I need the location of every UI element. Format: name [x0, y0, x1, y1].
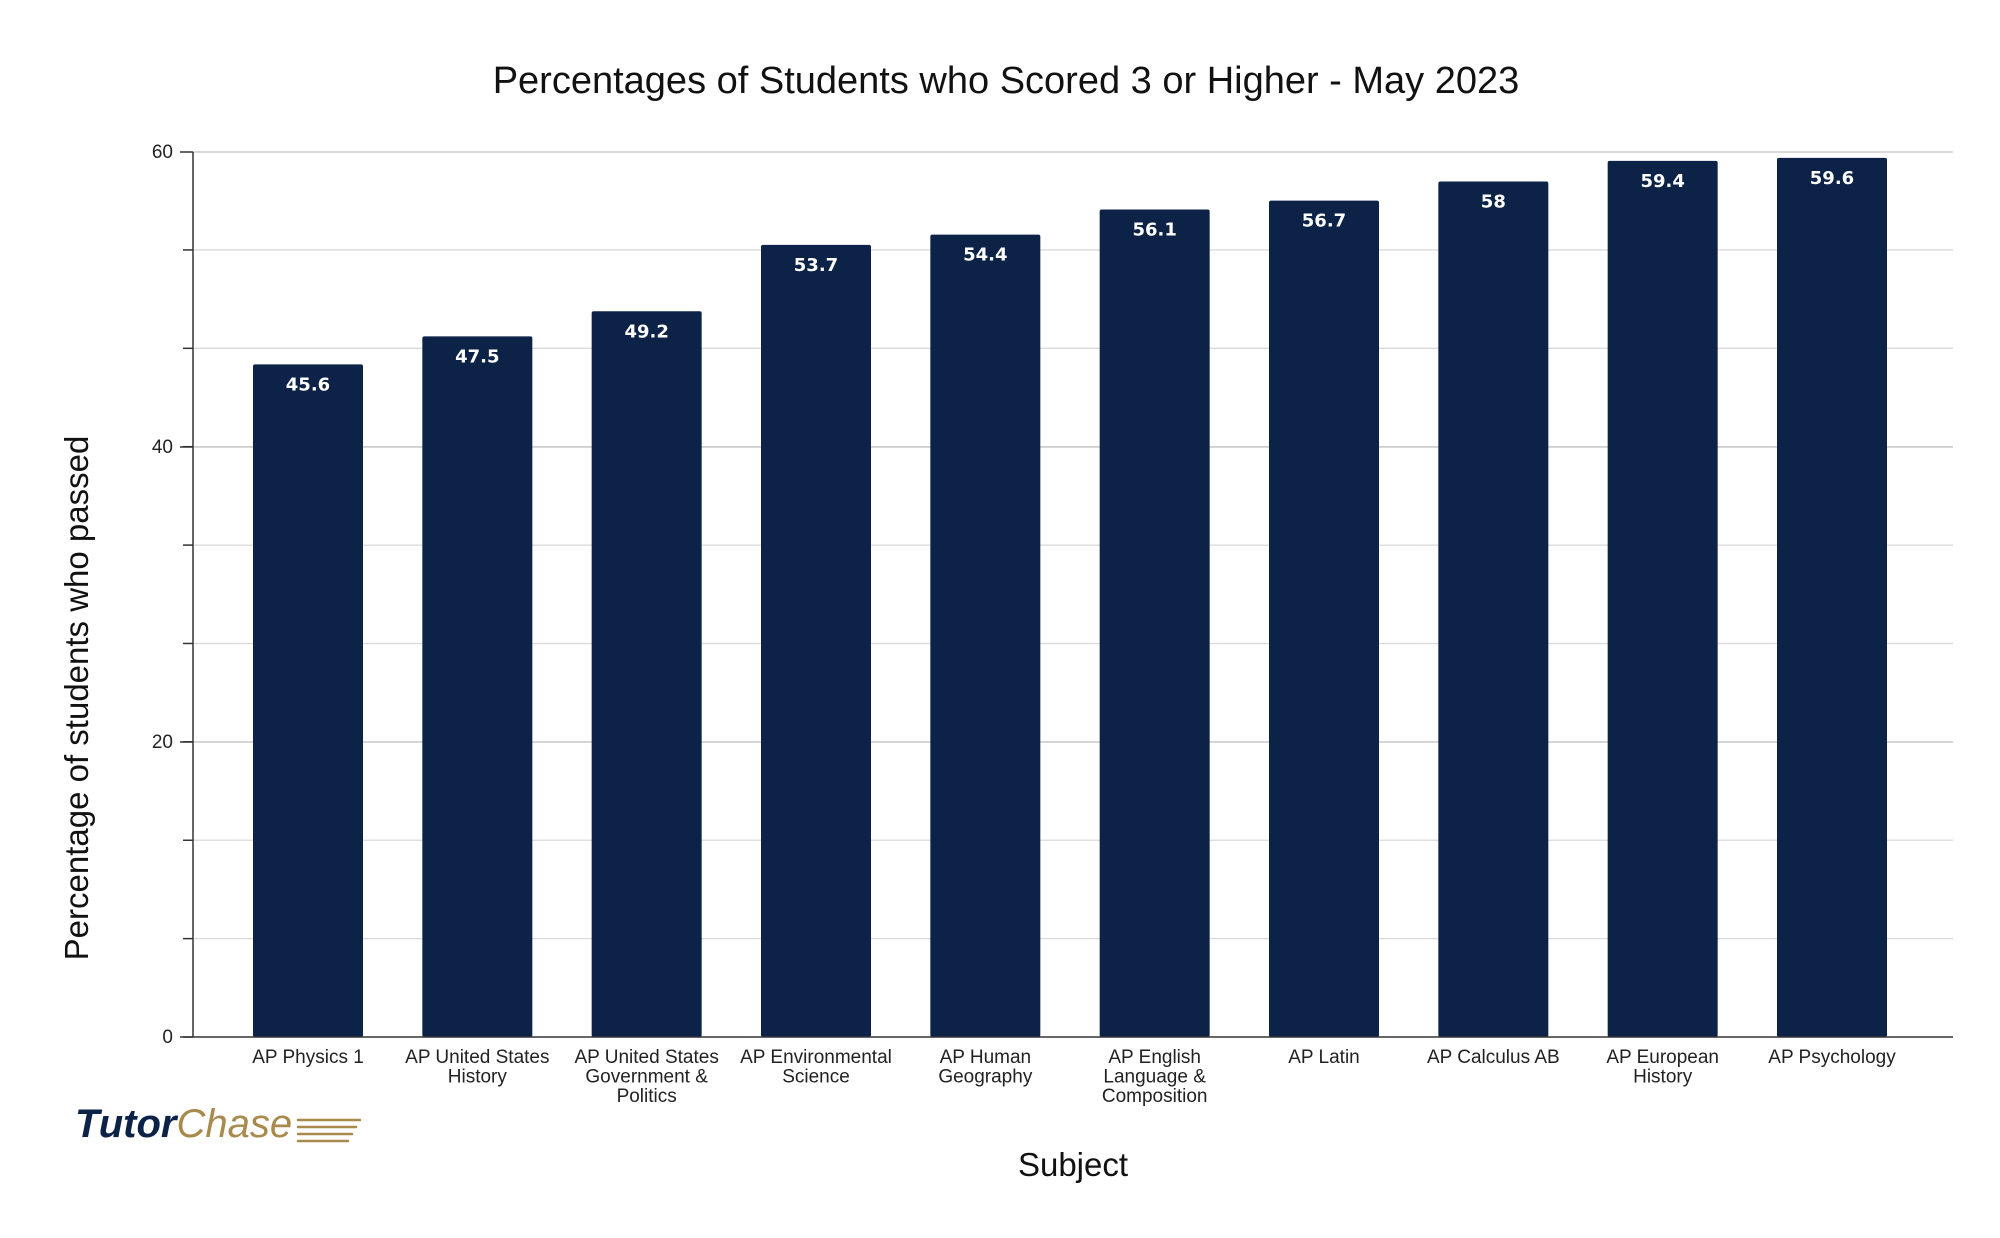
- bar-value-label: 45.6: [286, 374, 330, 395]
- bar-value-label: 47.5: [455, 346, 499, 367]
- bar: [422, 336, 533, 1037]
- bar-value-label: 49.2: [624, 321, 668, 342]
- logo-speed-lines-icon: [296, 1118, 362, 1143]
- x-tick-label: AP English Language & Composition: [1102, 1047, 1208, 1107]
- bar: [930, 234, 1041, 1038]
- bar-value-label: 58: [1481, 192, 1506, 213]
- y-tick-label: 0: [162, 1027, 173, 1048]
- x-tick-label: AP Human Geography: [938, 1047, 1033, 1088]
- x-axis: AP Physics 1 AP United States History AP Un…: [193, 1036, 1953, 1107]
- y-tick-label: 20: [152, 732, 173, 753]
- x-tick-label: AP Psychology: [1768, 1047, 1896, 1068]
- bar-value-label: 59.4: [1640, 171, 1684, 192]
- x-tick-label: AP European History: [1606, 1047, 1719, 1088]
- x-tick-label: AP United States History: [405, 1047, 549, 1088]
- x-tick-label: AP Environmental Science: [740, 1047, 892, 1088]
- x-tick-label: AP Physics 1: [252, 1047, 364, 1068]
- x-tick-label: AP Latin: [1288, 1047, 1359, 1068]
- y-axis: 0 20 40 60: [152, 142, 194, 1048]
- bar-value-label: 53.7: [794, 255, 838, 276]
- y-tick-label: 60: [152, 142, 173, 163]
- bar: [591, 311, 702, 1037]
- bar: [761, 244, 871, 1038]
- y-tick-label: 40: [152, 437, 173, 458]
- bar: [1438, 181, 1549, 1037]
- bar-value-label: 59.6: [1810, 168, 1854, 189]
- bar: [1269, 200, 1379, 1038]
- bar: [1099, 209, 1210, 1037]
- logo-chase-text: Chase: [176, 1102, 292, 1146]
- data-labels: 45.6 47.5 49.2 53.7 54.4 56.1 56.7 58 59.4 59.6: [286, 168, 1854, 396]
- x-tick-label: AP Calculus AB: [1427, 1047, 1560, 1068]
- x-axis-title: Subject: [1018, 1146, 1128, 1183]
- logo-tutor-text: Tutor: [75, 1102, 179, 1146]
- y-axis-title: Percentage of students who passed: [58, 436, 95, 961]
- chart-title: Percentages of Students who Scored 3 or …: [493, 60, 1520, 102]
- tutorchase-logo: TutorChase: [75, 1102, 362, 1146]
- bar-value-label: 56.7: [1302, 211, 1346, 232]
- logo-wordmark: TutorChase: [75, 1102, 292, 1146]
- bar: [1607, 160, 1718, 1038]
- bar: [1777, 157, 1887, 1037]
- bar: [253, 364, 363, 1037]
- bar-value-label: 56.1: [1132, 220, 1176, 241]
- bars: [253, 157, 1887, 1038]
- x-tick-label: AP United States Government & Politics: [574, 1047, 718, 1107]
- bar-value-label: 54.4: [963, 245, 1007, 266]
